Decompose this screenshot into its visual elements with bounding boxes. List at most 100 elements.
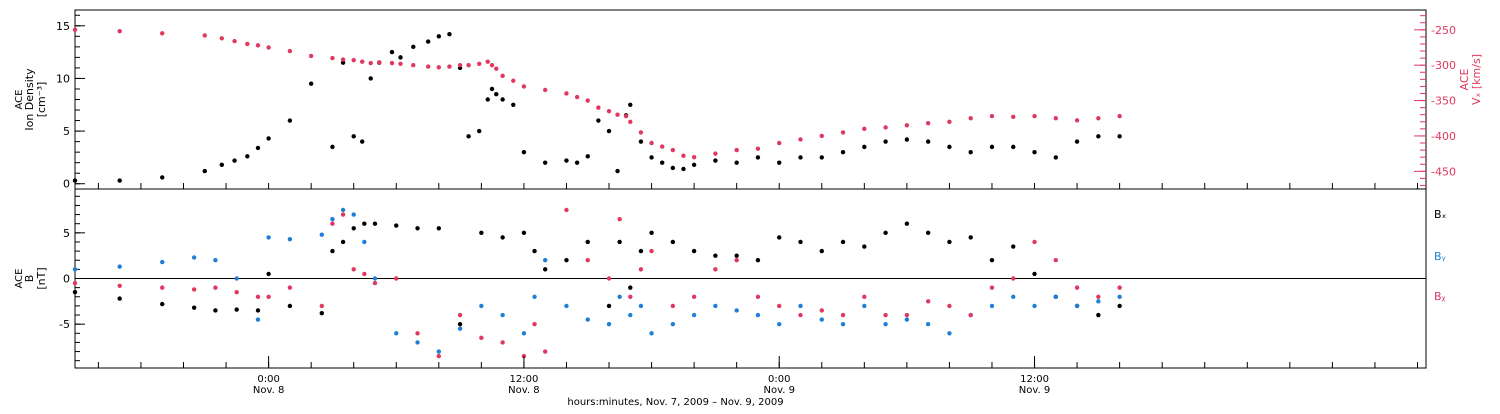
b-point-bz xyxy=(191,287,197,292)
b-point-bx xyxy=(713,253,718,258)
density-point xyxy=(494,92,499,97)
b-point-bz xyxy=(904,312,910,318)
density-point xyxy=(968,149,973,155)
b-point-by xyxy=(330,216,335,222)
b-point-bz xyxy=(564,207,569,213)
density-point xyxy=(691,162,697,167)
b-point-by xyxy=(1032,303,1037,309)
b-point-by xyxy=(372,276,378,281)
b-point-bx xyxy=(755,258,761,263)
b-point-bx xyxy=(160,301,165,307)
vx-point xyxy=(266,45,271,50)
b-point-bz xyxy=(213,285,218,290)
b-point-bx xyxy=(255,308,261,313)
vx-point xyxy=(457,62,463,68)
x-tick-time-label: 12:00 xyxy=(510,374,539,385)
b-point-bx xyxy=(1011,244,1016,249)
vx-point xyxy=(947,119,952,124)
b-point-bz xyxy=(819,308,824,313)
b-point-bx xyxy=(340,239,346,245)
b-point-by xyxy=(755,312,761,318)
b-point-by xyxy=(394,331,399,336)
density-point xyxy=(755,155,761,160)
vx-point xyxy=(862,126,867,132)
density-axis-label-line: ACE xyxy=(14,90,25,110)
vx-point xyxy=(840,130,846,135)
vx-point xyxy=(447,64,452,69)
density-point xyxy=(638,139,644,144)
b-point-bz xyxy=(925,299,931,304)
vx-point xyxy=(425,64,431,69)
vx-point xyxy=(1053,116,1059,121)
density-point xyxy=(219,162,225,167)
vx-point xyxy=(511,78,516,83)
density-point xyxy=(585,154,590,159)
density-point xyxy=(1074,139,1080,144)
b-point-bz xyxy=(372,280,378,286)
b-point-bx xyxy=(1117,303,1122,309)
b-point-by xyxy=(904,317,910,322)
vx-point xyxy=(968,116,973,121)
vx-point xyxy=(436,65,442,70)
b-point-bx xyxy=(649,230,654,236)
b-point-bz xyxy=(362,271,367,277)
density-point xyxy=(489,86,495,92)
b-point-by xyxy=(585,317,590,322)
vx-point xyxy=(1032,113,1037,119)
b-point-bx xyxy=(968,235,973,240)
b-point-bx xyxy=(628,285,633,290)
b-point-bx xyxy=(777,235,782,240)
density-point xyxy=(411,44,416,50)
b-point-by xyxy=(532,294,537,299)
density-point xyxy=(883,139,888,144)
density-point xyxy=(615,168,620,174)
b-point-by xyxy=(319,232,324,237)
b-point-bz xyxy=(330,221,335,226)
vx-point xyxy=(585,98,590,103)
vx-point xyxy=(255,43,261,48)
vx-point xyxy=(713,151,718,156)
b-point-by xyxy=(479,303,484,309)
b-point-bx xyxy=(191,305,197,310)
b-point-bz xyxy=(638,267,644,272)
density-axis-label-line: Ion Density xyxy=(23,68,36,131)
b-point-bz xyxy=(862,294,867,299)
density-point xyxy=(521,149,527,155)
b-axis-label-line: [nT] xyxy=(35,267,48,289)
density-axis-label-line: [cm⁻³] xyxy=(35,82,48,118)
density-tick-label: 5 xyxy=(63,125,70,138)
b-tick-label: 0 xyxy=(63,273,70,286)
b-point-bz xyxy=(415,331,420,336)
b-legend-entry: Bᵪ xyxy=(1434,290,1446,303)
b-point-by xyxy=(255,317,261,322)
b-point-bz xyxy=(968,312,973,318)
vx-point xyxy=(1011,114,1016,120)
vx-point xyxy=(360,59,365,64)
b-point-bz xyxy=(628,294,633,299)
b-point-bz xyxy=(755,294,761,299)
b-point-bx xyxy=(798,239,803,245)
vx-point xyxy=(734,147,739,153)
density-point xyxy=(670,165,676,171)
b-point-by xyxy=(713,303,718,309)
vx-point xyxy=(574,94,580,100)
b-point-by xyxy=(1096,299,1101,304)
b-point-bz xyxy=(255,294,261,299)
vx-point xyxy=(883,125,888,130)
x-tick-date-label: Nov. 8 xyxy=(508,385,539,396)
b-point-bz xyxy=(883,312,888,318)
b-point-bz xyxy=(1074,285,1080,290)
density-point xyxy=(819,155,824,160)
b-point-bx xyxy=(925,230,931,236)
vx-tick-label: -350 xyxy=(1431,95,1456,108)
b-point-by xyxy=(1011,294,1016,299)
density-point xyxy=(1053,155,1059,160)
b-point-bz xyxy=(72,280,78,286)
b-point-by xyxy=(457,326,463,331)
density-tick-label: 15 xyxy=(56,20,70,33)
b-point-bz xyxy=(670,303,676,309)
b-point-bx xyxy=(351,226,356,231)
b-point-bz xyxy=(606,276,612,281)
vx-point xyxy=(245,41,250,47)
